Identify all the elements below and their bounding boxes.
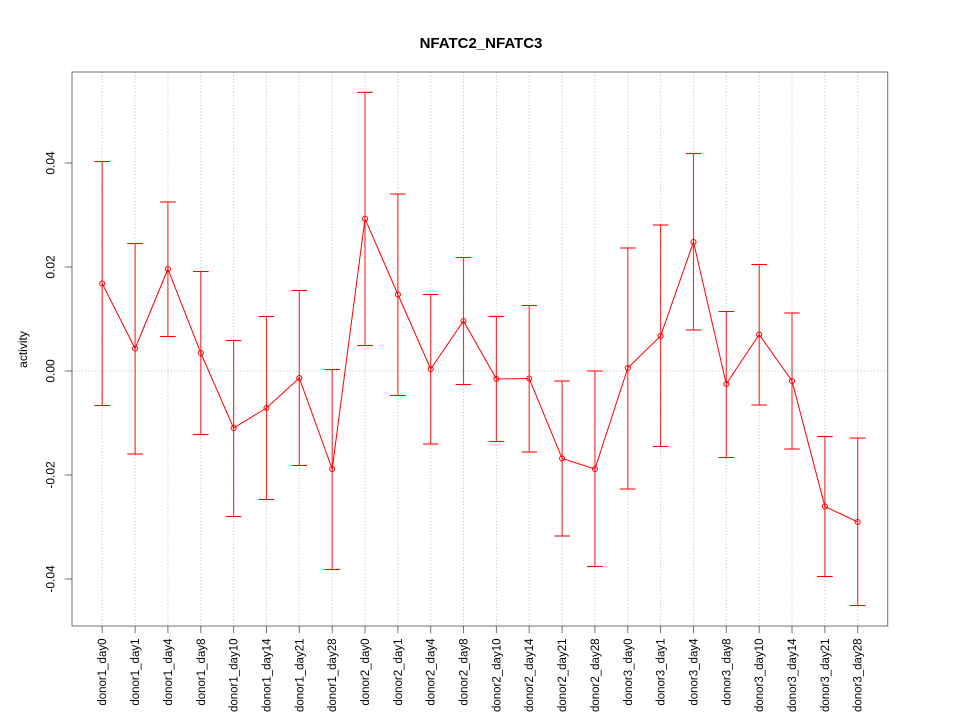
svg-text:0.04: 0.04	[44, 151, 58, 175]
svg-text:donor2_day21: donor2_day21	[557, 639, 569, 713]
svg-text:NFATC2_NFATC3: NFATC2_NFATC3	[420, 35, 543, 52]
svg-text:donor1_day21: donor1_day21	[294, 639, 306, 713]
svg-text:donor3_day10: donor3_day10	[754, 639, 766, 713]
svg-text:donor3_day0: donor3_day0	[623, 639, 635, 706]
svg-text:activity: activity	[16, 331, 30, 368]
svg-text:donor2_day10: donor2_day10	[491, 639, 503, 713]
svg-text:donor1_day0: donor1_day0	[97, 639, 109, 706]
svg-text:donor1_day10: donor1_day10	[229, 639, 241, 713]
svg-text:donor2_day4: donor2_day4	[426, 638, 438, 706]
svg-text:donor2_day28: donor2_day28	[590, 639, 602, 713]
svg-text:-0.02: -0.02	[44, 461, 58, 489]
svg-text:donor2_day8: donor2_day8	[459, 639, 471, 706]
svg-text:donor3_day21: donor3_day21	[820, 639, 832, 713]
svg-text:donor3_day14: donor3_day14	[787, 638, 799, 712]
svg-text:donor1_day14: donor1_day14	[262, 638, 274, 712]
svg-text:donor3_day1: donor3_day1	[656, 639, 668, 706]
svg-text:donor2_day14: donor2_day14	[524, 638, 536, 712]
svg-text:-0.04: -0.04	[44, 565, 58, 593]
svg-text:0.00: 0.00	[44, 359, 58, 383]
svg-text:0.02: 0.02	[44, 255, 58, 279]
svg-text:donor1_day8: donor1_day8	[196, 639, 208, 706]
svg-text:donor3_day8: donor3_day8	[721, 639, 733, 706]
svg-text:donor3_day28: donor3_day28	[853, 639, 865, 713]
svg-text:donor1_day28: donor1_day28	[327, 639, 339, 713]
svg-text:donor2_day0: donor2_day0	[360, 639, 372, 706]
svg-text:donor2_day1: donor2_day1	[393, 639, 405, 706]
svg-text:donor3_day4: donor3_day4	[689, 638, 701, 706]
svg-text:donor1_day1: donor1_day1	[130, 639, 142, 706]
svg-text:donor1_day4: donor1_day4	[163, 638, 175, 706]
